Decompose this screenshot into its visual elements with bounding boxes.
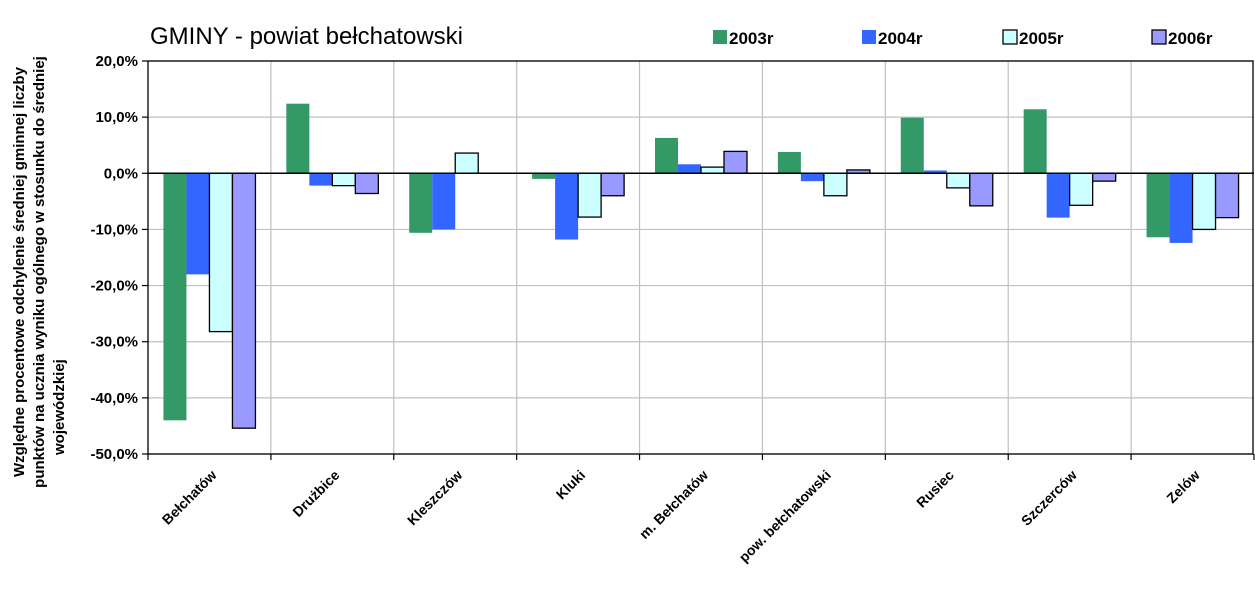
bars	[163, 103, 1240, 429]
bar-2003r-5	[777, 151, 801, 174]
y-axis-label-line: Względne procentowe odchylenie średniej …	[11, 66, 28, 477]
bar-2005r-2	[454, 152, 479, 174]
bar-2006r-4	[723, 150, 748, 174]
bar-2003r-7	[1023, 109, 1047, 174]
bar-2003r-8	[1146, 173, 1170, 238]
grid-lines	[148, 60, 1254, 455]
bar-2005r-5	[823, 172, 848, 197]
y-tick-label: -40,0%	[90, 390, 138, 407]
y-tick-label: -30,0%	[90, 334, 138, 351]
bar-2005r-6	[946, 172, 971, 189]
legend-label-2003r: 2003r	[729, 29, 774, 48]
bar-2004r-0	[186, 173, 210, 275]
legend-label-2004r: 2004r	[878, 29, 923, 48]
bar-2006r-3	[600, 172, 625, 197]
legend-label-2006r: 2006r	[1168, 29, 1213, 48]
x-category-label: Bełchatów	[159, 467, 220, 528]
bar-2003r-2	[409, 173, 433, 233]
bar-2005r-7	[1069, 172, 1094, 206]
bar-2003r-4	[655, 137, 678, 174]
legend-swatch-2003r	[713, 30, 727, 44]
x-category-label: Szczerców	[1018, 467, 1080, 529]
y-tick-label: -10,0%	[90, 221, 138, 238]
legend-swatch-2006r	[1151, 29, 1167, 45]
x-category-label: Drużbice	[289, 467, 342, 520]
bar-2005r-4	[700, 166, 725, 174]
y-axis-label-line: punktów na ucznia wyniku ogólnego w stos…	[31, 56, 48, 488]
legend-swatch-2004r	[862, 30, 876, 44]
bar-2003r-1	[286, 103, 310, 174]
chart-title: GMINY - powiat bełchatowski	[150, 23, 463, 50]
bar-2006r-6	[969, 172, 994, 207]
bar-2004r-6	[923, 170, 947, 174]
x-category-label: pow. bełchatowski	[736, 467, 834, 565]
bar-2004r-3	[555, 173, 579, 240]
y-axis-label-line: wojewódzkiej	[51, 359, 68, 456]
bar-2006r-0	[231, 172, 257, 429]
legend-label-2005r: 2005r	[1019, 29, 1064, 48]
bar-2004r-2	[432, 173, 456, 230]
bar-2005r-3	[577, 172, 602, 218]
bar-2006r-1	[354, 172, 379, 195]
y-tick-label: -50,0%	[90, 446, 138, 463]
y-tick-label: 20,0%	[95, 53, 138, 70]
legend: 2003r 2004r 2005r 2006r	[713, 29, 1213, 48]
bar-2006r-8	[1214, 172, 1240, 219]
legend-swatch-2005r	[1002, 29, 1018, 45]
y-tick-labels: 20,0% 10,0% 0,0% -10,0% -20,0% -30,0% -40,0% -5…	[90, 53, 138, 463]
bar-2003r-0	[163, 173, 187, 421]
x-tick-labels: Bełchatów Drużbice Kleszczów Kluki m. Bełcha…	[159, 467, 1203, 566]
bar-2006r-7	[1092, 172, 1117, 182]
x-category-label: Kleszczów	[404, 467, 465, 528]
x-category-label: Kluki	[553, 467, 589, 503]
y-tick-label: 0,0%	[104, 165, 138, 182]
bar-2004r-7	[1046, 173, 1070, 218]
plot-border	[147, 60, 1254, 455]
y-axis-label: Względne procentowe odchylenie średniej …	[11, 56, 68, 488]
bar-2004r-8	[1169, 173, 1193, 243]
bar-2004r-1	[309, 173, 333, 186]
x-category-label: m. Bełchatów	[636, 467, 711, 542]
y-tick-label: 10,0%	[95, 109, 138, 126]
bar-2005r-1	[331, 172, 356, 187]
y-tick-label: -20,0%	[90, 278, 138, 295]
bar-2005r-0	[208, 172, 234, 333]
bar-2004r-4	[678, 164, 701, 174]
x-category-label: Rusiec	[913, 467, 957, 511]
x-category-label: Zelów	[1163, 467, 1202, 506]
bar-2005r-8	[1191, 172, 1217, 231]
bar-2004r-5	[800, 173, 824, 182]
bar-2003r-6	[900, 117, 924, 174]
axes	[142, 60, 1255, 460]
bar-2003r-3	[532, 173, 556, 179]
